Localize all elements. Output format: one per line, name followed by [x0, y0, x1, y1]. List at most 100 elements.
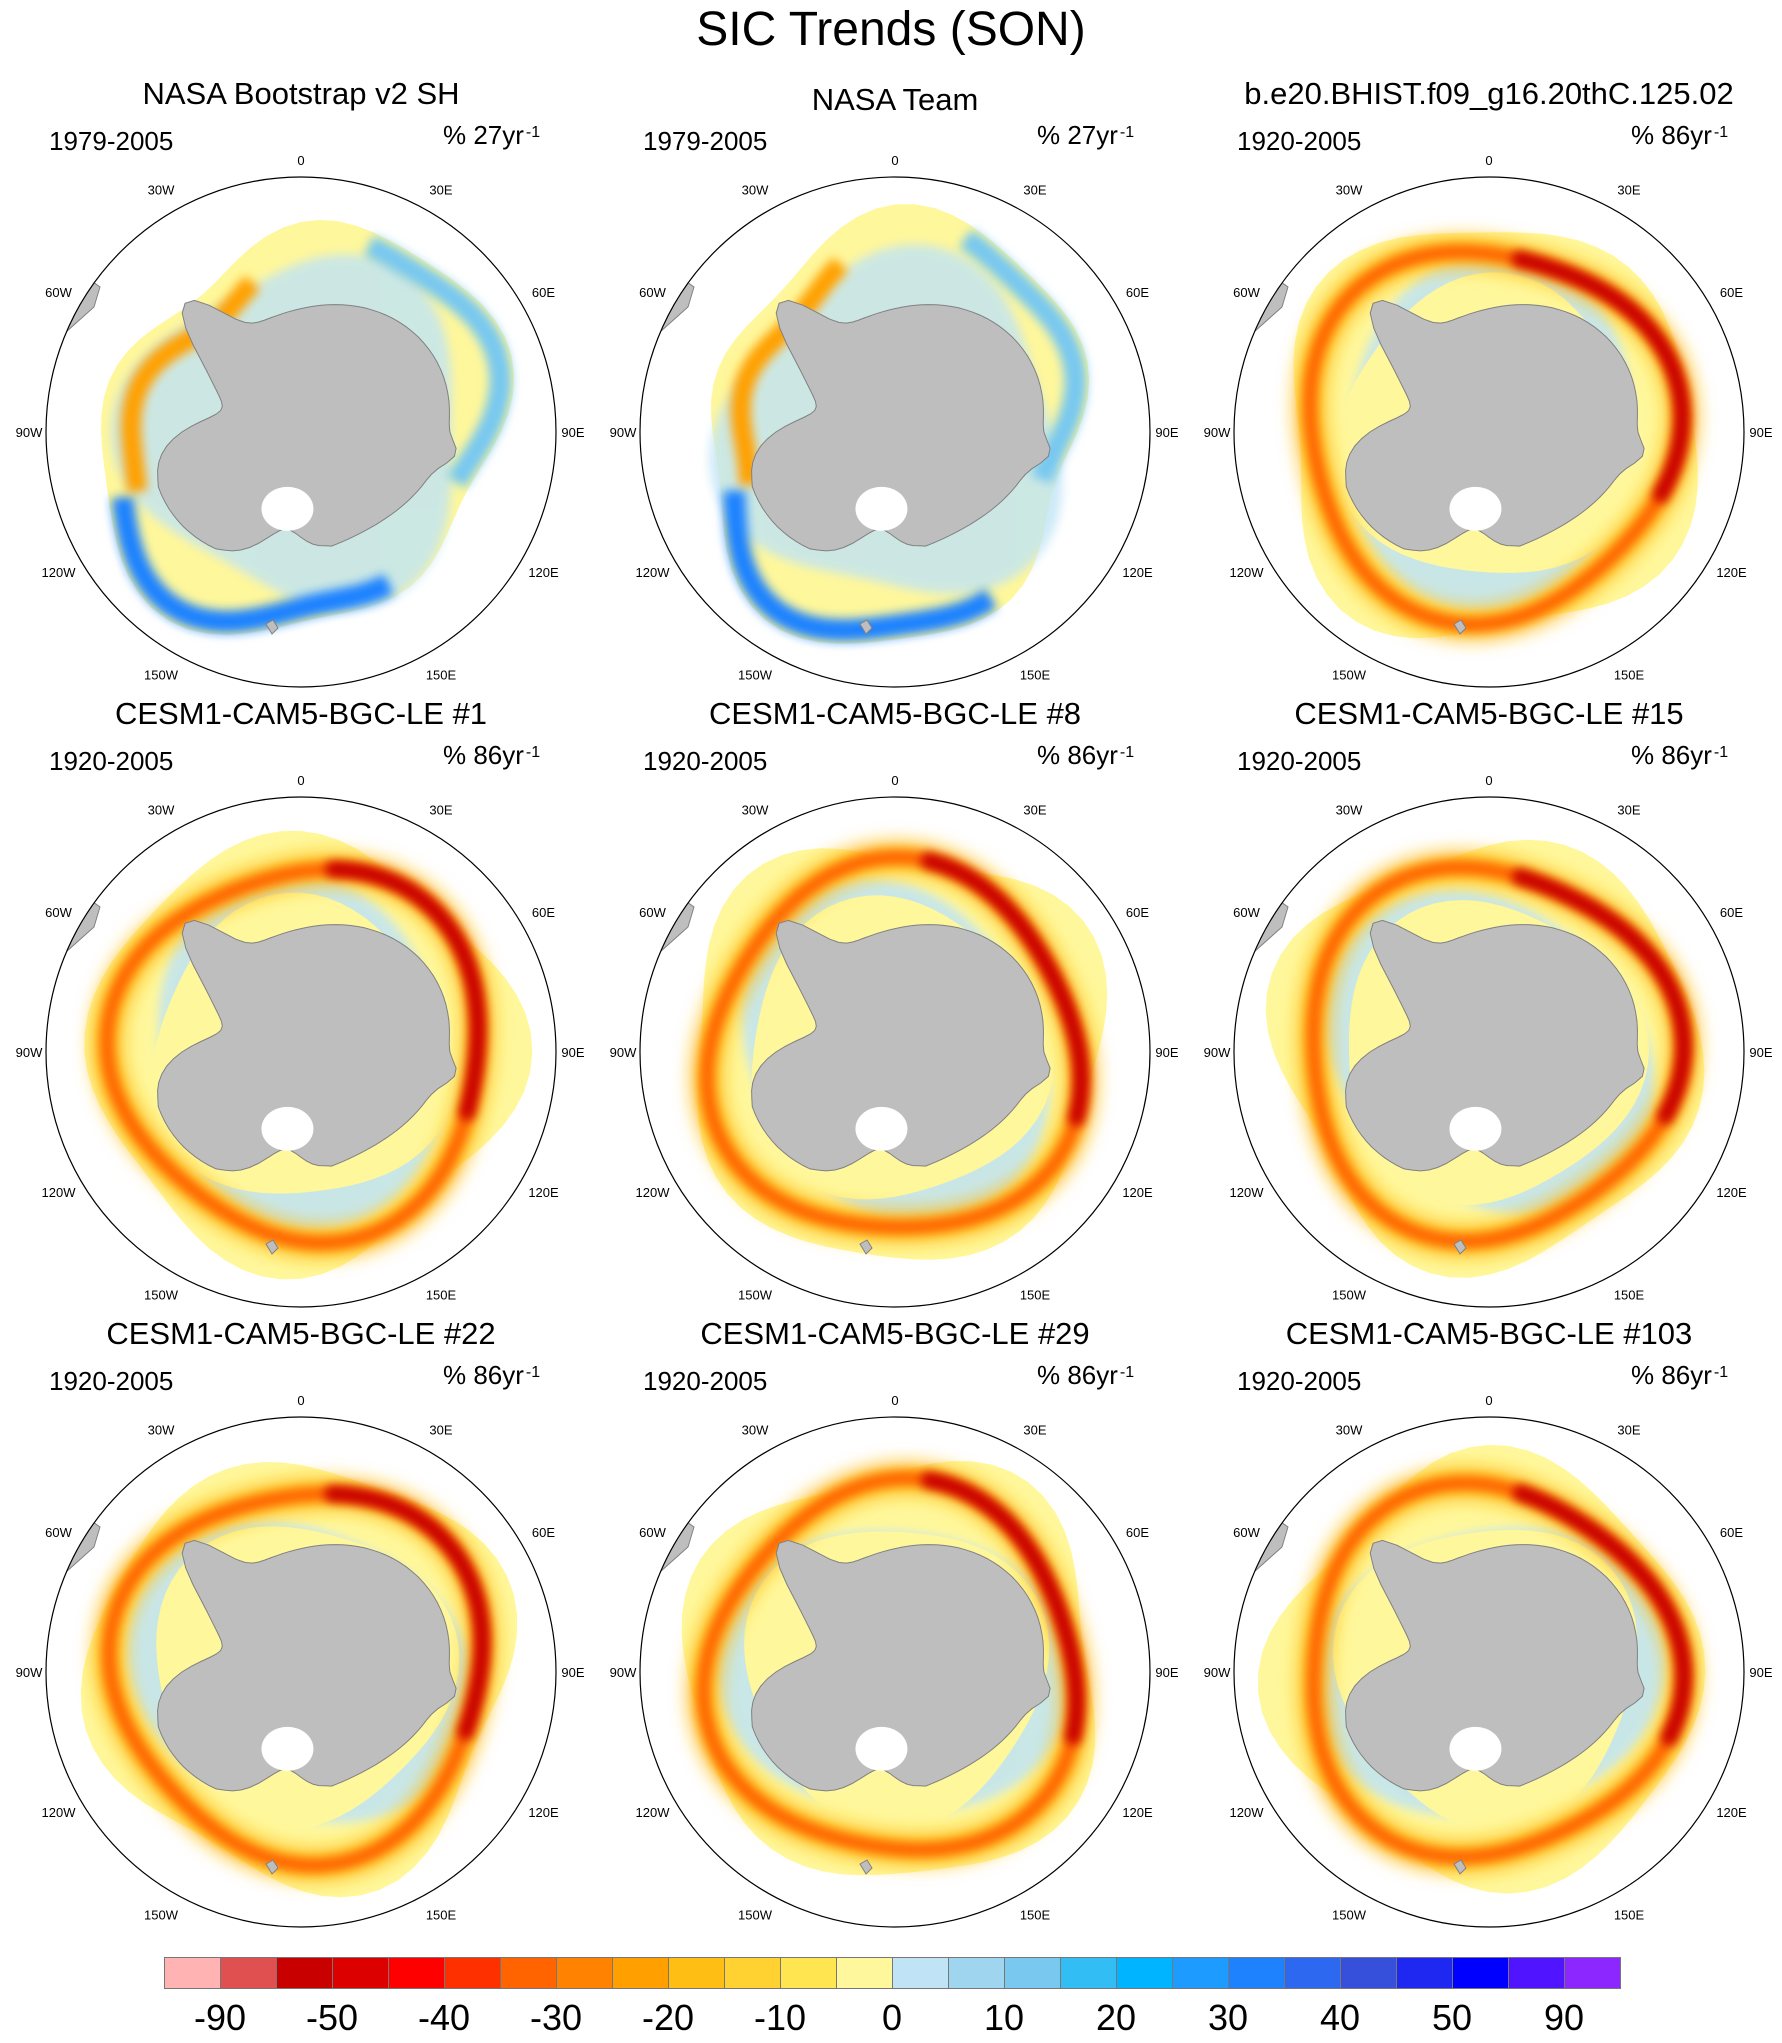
longitude-label: 60E — [532, 905, 555, 920]
longitude-label: 120E — [1122, 1805, 1153, 1820]
longitude-label: 60E — [1720, 285, 1743, 300]
colorbar-tick-label: 40 — [1319, 1997, 1361, 2038]
longitude-label: 120W — [636, 1185, 671, 1200]
units-label: % 86yr -1 — [1631, 120, 1728, 150]
colorbar-swatch — [668, 1957, 725, 1989]
colorbar-tick-label: 20 — [1095, 1997, 1137, 2038]
longitude-label: 30E — [1023, 183, 1046, 198]
map-boundary — [45, 176, 557, 688]
longitude-label: 120W — [42, 565, 77, 580]
units-text: % 86yr — [1037, 1360, 1118, 1390]
trend-maximum — [920, 852, 1090, 1126]
panel-title: b.e20.BHIST.f09_g16.20thC.125.02 — [1244, 76, 1734, 111]
polar-map: 030E60E90E120E150E180150W120W90W60W30W — [16, 773, 585, 1308]
period-label: 1920-2005 — [49, 746, 174, 776]
longitude-label: 120E — [528, 1185, 559, 1200]
colorbar-swatch — [444, 1957, 501, 1989]
longitude-label: 60W — [639, 285, 666, 300]
longitude-label: 150E — [426, 1908, 457, 1923]
antarctica-landmass — [157, 1539, 457, 1792]
colorbar-swatch — [892, 1957, 949, 1989]
trend-maximum — [324, 1485, 491, 1740]
longitude-label: 0 — [1485, 1393, 1492, 1408]
units-text: % 27yr — [443, 120, 524, 150]
panel-title: CESM1-CAM5-BGC-LE #1 — [114, 696, 488, 731]
units-exponent: -1 — [525, 744, 541, 761]
units-exponent: -1 — [1713, 124, 1729, 141]
polar-map: 030E60E90E120E150E180150W120W90W60W30W — [1204, 153, 1773, 688]
longitude-label: 90W — [610, 1665, 637, 1680]
longitude-label: 120E — [1122, 565, 1153, 580]
longitude-label: 90W — [610, 425, 637, 440]
antarctica-landmass — [157, 919, 457, 1172]
longitude-label: 120W — [42, 1805, 77, 1820]
longitude-label: 30W — [148, 183, 175, 198]
colorbar-tick-label: -30 — [529, 1997, 583, 2038]
longitude-label: 150E — [426, 668, 457, 683]
colorbar-swatch — [1060, 1957, 1117, 1989]
ice-shelf — [1449, 1726, 1502, 1771]
ice-shelf — [261, 1106, 314, 1151]
map-boundary — [1233, 176, 1745, 688]
longitude-label: 0 — [891, 773, 898, 788]
period-label: 1920-2005 — [1237, 746, 1362, 776]
map-boundary — [1233, 1416, 1745, 1928]
longitude-label: 90E — [1749, 1045, 1772, 1060]
longitude-label: 0 — [891, 153, 898, 168]
longitude-label: 60W — [45, 905, 72, 920]
island — [1453, 1239, 1467, 1255]
longitude-label: 60W — [45, 285, 72, 300]
trend-maximum — [1511, 251, 1691, 503]
colorbar-tick-label: -20 — [641, 1997, 695, 2038]
longitude-label: 0 — [1485, 773, 1492, 788]
longitude-label: 60E — [1126, 1525, 1149, 1540]
longitude-label: 120E — [528, 565, 559, 580]
units-exponent: -1 — [1713, 744, 1729, 761]
period-label: 1920-2005 — [1237, 1366, 1362, 1396]
longitude-label: 150W — [738, 1908, 773, 1923]
colorbar-swatch — [556, 1957, 613, 1989]
longitude-label: 0 — [297, 153, 304, 168]
colorbar-swatch — [836, 1957, 893, 1989]
longitude-label: 30E — [429, 803, 452, 818]
longitude-label: 60W — [1233, 285, 1260, 300]
units-label: % 27yr -1 — [443, 120, 540, 150]
period-label: 1920-2005 — [49, 1366, 174, 1396]
colorbar-swatch — [388, 1957, 445, 1989]
longitude-label: 150E — [1614, 1288, 1645, 1303]
longitude-label: 60W — [1233, 905, 1260, 920]
map-panel: CESM1-CAM5-BGC-LE #15 1920-2005 % 86yr -1 0 3… — [1192, 696, 1782, 1316]
longitude-label: 30E — [1023, 1423, 1046, 1438]
map-boundary — [639, 796, 1151, 1308]
longitude-label: 60W — [639, 905, 666, 920]
longitude-label: 60E — [1126, 285, 1149, 300]
longitude-label: 90W — [1204, 1665, 1231, 1680]
longitude-label: 90E — [1749, 425, 1772, 440]
longitude-label: 90E — [1749, 1665, 1772, 1680]
longitude-label: 30E — [429, 183, 452, 198]
longitude-label: 60W — [639, 1525, 666, 1540]
longitude-label: 150W — [1332, 1288, 1367, 1303]
longitude-label: 150W — [144, 668, 179, 683]
longitude-label: 0 — [1485, 153, 1492, 168]
panel-title: CESM1-CAM5-BGC-LE #29 — [700, 1316, 1090, 1351]
island — [265, 619, 279, 635]
longitude-label: 150W — [144, 1908, 179, 1923]
trend-maximum — [1512, 1484, 1692, 1746]
colorbar-swatch — [1116, 1957, 1173, 1989]
units-exponent: -1 — [1119, 124, 1135, 141]
island — [1453, 1859, 1467, 1875]
colorbar-swatch — [1564, 1957, 1621, 1989]
panel-title: NASA Bootstrap v2 SH — [142, 76, 460, 111]
longitude-label: 60E — [532, 285, 555, 300]
colorbar-swatch — [1228, 1957, 1285, 1989]
map-panel: CESM1-CAM5-BGC-LE #29 1920-2005 % 86yr -1 0 3… — [598, 1316, 1192, 1936]
longitude-label: 150E — [1020, 1288, 1051, 1303]
longitude-label: 60E — [1720, 905, 1743, 920]
colorbar-tick-label: -90 — [193, 1997, 247, 2038]
units-exponent: -1 — [1713, 1364, 1729, 1381]
longitude-label: 120E — [1122, 1185, 1153, 1200]
longitude-label: 150E — [426, 1288, 457, 1303]
map-panel: NASA Bootstrap v2 SH 1979-2005 % 27yr -1 0 30… — [4, 76, 598, 696]
colorbar-swatch — [164, 1957, 221, 1989]
